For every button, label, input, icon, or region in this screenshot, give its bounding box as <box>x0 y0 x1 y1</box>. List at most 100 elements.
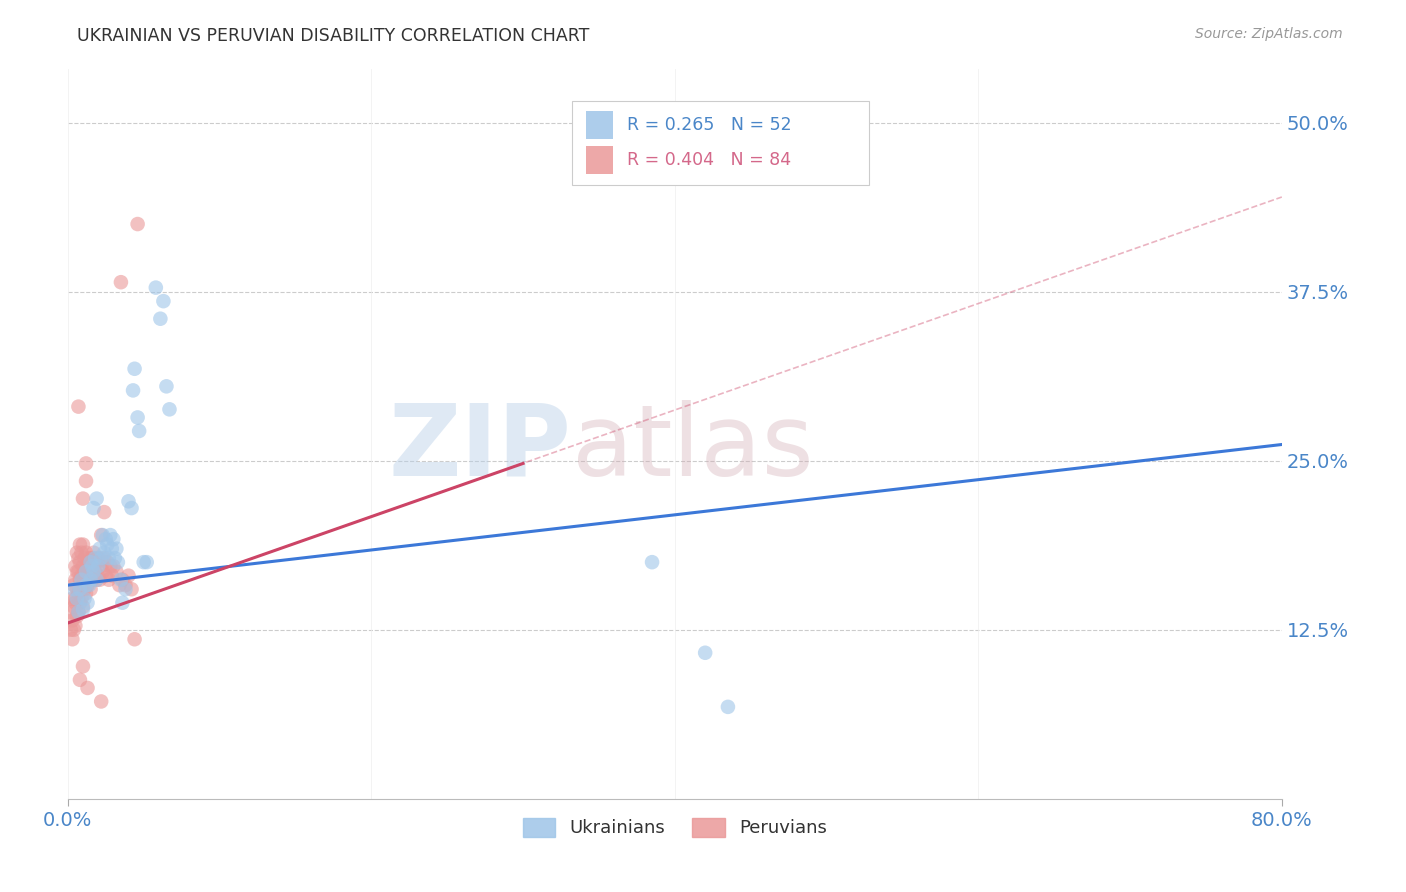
Text: Source: ZipAtlas.com: Source: ZipAtlas.com <box>1195 27 1343 41</box>
Point <box>84 551 107 566</box>
Point <box>73 565 96 579</box>
Point <box>83 501 105 516</box>
Point <box>66 546 89 560</box>
Point <box>96 538 118 552</box>
Point <box>121 501 143 516</box>
Point <box>69 573 91 587</box>
Point <box>66 609 89 624</box>
Point <box>121 582 143 597</box>
Point <box>105 565 128 579</box>
Point <box>67 605 90 619</box>
Point <box>84 565 107 579</box>
Point <box>86 555 108 569</box>
Point <box>67 605 90 619</box>
Point <box>122 384 145 398</box>
Point <box>65 596 87 610</box>
Point <box>75 578 97 592</box>
Point <box>89 573 111 587</box>
Point <box>103 559 125 574</box>
Point <box>70 546 93 560</box>
Point <box>69 673 91 687</box>
Point <box>75 565 97 579</box>
Point <box>76 555 98 569</box>
Point <box>98 559 121 574</box>
Point <box>98 528 121 542</box>
Point <box>101 568 124 582</box>
Point <box>117 494 139 508</box>
FancyBboxPatch shape <box>572 102 869 186</box>
Point <box>63 578 86 592</box>
Point <box>66 582 89 597</box>
Point <box>155 379 177 393</box>
Point <box>695 646 717 660</box>
Point <box>75 586 97 600</box>
Point <box>111 573 134 587</box>
Point <box>66 565 89 579</box>
Point <box>90 694 112 708</box>
Point <box>77 578 100 592</box>
Point <box>111 596 134 610</box>
Point <box>90 528 112 542</box>
Point <box>79 555 101 569</box>
Point <box>127 217 149 231</box>
Point <box>94 532 117 546</box>
Point <box>65 591 87 606</box>
Point <box>93 505 115 519</box>
Point <box>93 546 115 560</box>
Point <box>132 555 155 569</box>
Text: atlas: atlas <box>572 400 813 497</box>
Point <box>77 551 100 566</box>
Point <box>73 582 96 597</box>
Point <box>152 294 174 309</box>
Point <box>87 551 110 566</box>
Point <box>80 551 103 566</box>
Point <box>110 573 132 587</box>
Point <box>73 551 96 566</box>
Point <box>101 541 124 556</box>
Point <box>87 568 110 582</box>
Point <box>80 573 103 587</box>
Point <box>75 565 97 579</box>
Point <box>87 559 110 574</box>
Point <box>73 591 96 606</box>
Point <box>72 559 94 574</box>
Point <box>65 618 87 632</box>
Point <box>72 578 94 592</box>
Point <box>75 474 97 488</box>
Point <box>60 632 83 647</box>
Point <box>76 596 98 610</box>
Point <box>79 559 101 574</box>
Point <box>97 573 120 587</box>
Point <box>145 280 167 294</box>
Point <box>128 424 150 438</box>
Point <box>91 565 114 579</box>
Point <box>94 568 117 582</box>
Point <box>69 582 91 597</box>
Point <box>86 491 108 506</box>
Point <box>65 573 87 587</box>
Point <box>83 546 105 560</box>
Point <box>67 551 90 566</box>
Point <box>84 555 107 569</box>
Point <box>108 578 131 592</box>
Point <box>72 599 94 614</box>
Point <box>79 573 101 587</box>
Point <box>90 559 112 574</box>
Point <box>70 568 93 582</box>
Point <box>69 596 91 610</box>
Point <box>86 573 108 587</box>
Point <box>80 559 103 574</box>
Point <box>70 573 93 587</box>
Point <box>117 568 139 582</box>
Point <box>105 541 128 556</box>
Point <box>72 491 94 506</box>
Point <box>89 541 111 556</box>
Point <box>63 599 86 614</box>
Legend: Ukrainians, Peruvians: Ukrainians, Peruvians <box>516 811 834 845</box>
Point <box>76 681 98 695</box>
Point <box>76 578 98 592</box>
Point <box>135 555 157 569</box>
Point <box>104 551 127 566</box>
Point <box>124 632 146 647</box>
Point <box>67 565 90 579</box>
